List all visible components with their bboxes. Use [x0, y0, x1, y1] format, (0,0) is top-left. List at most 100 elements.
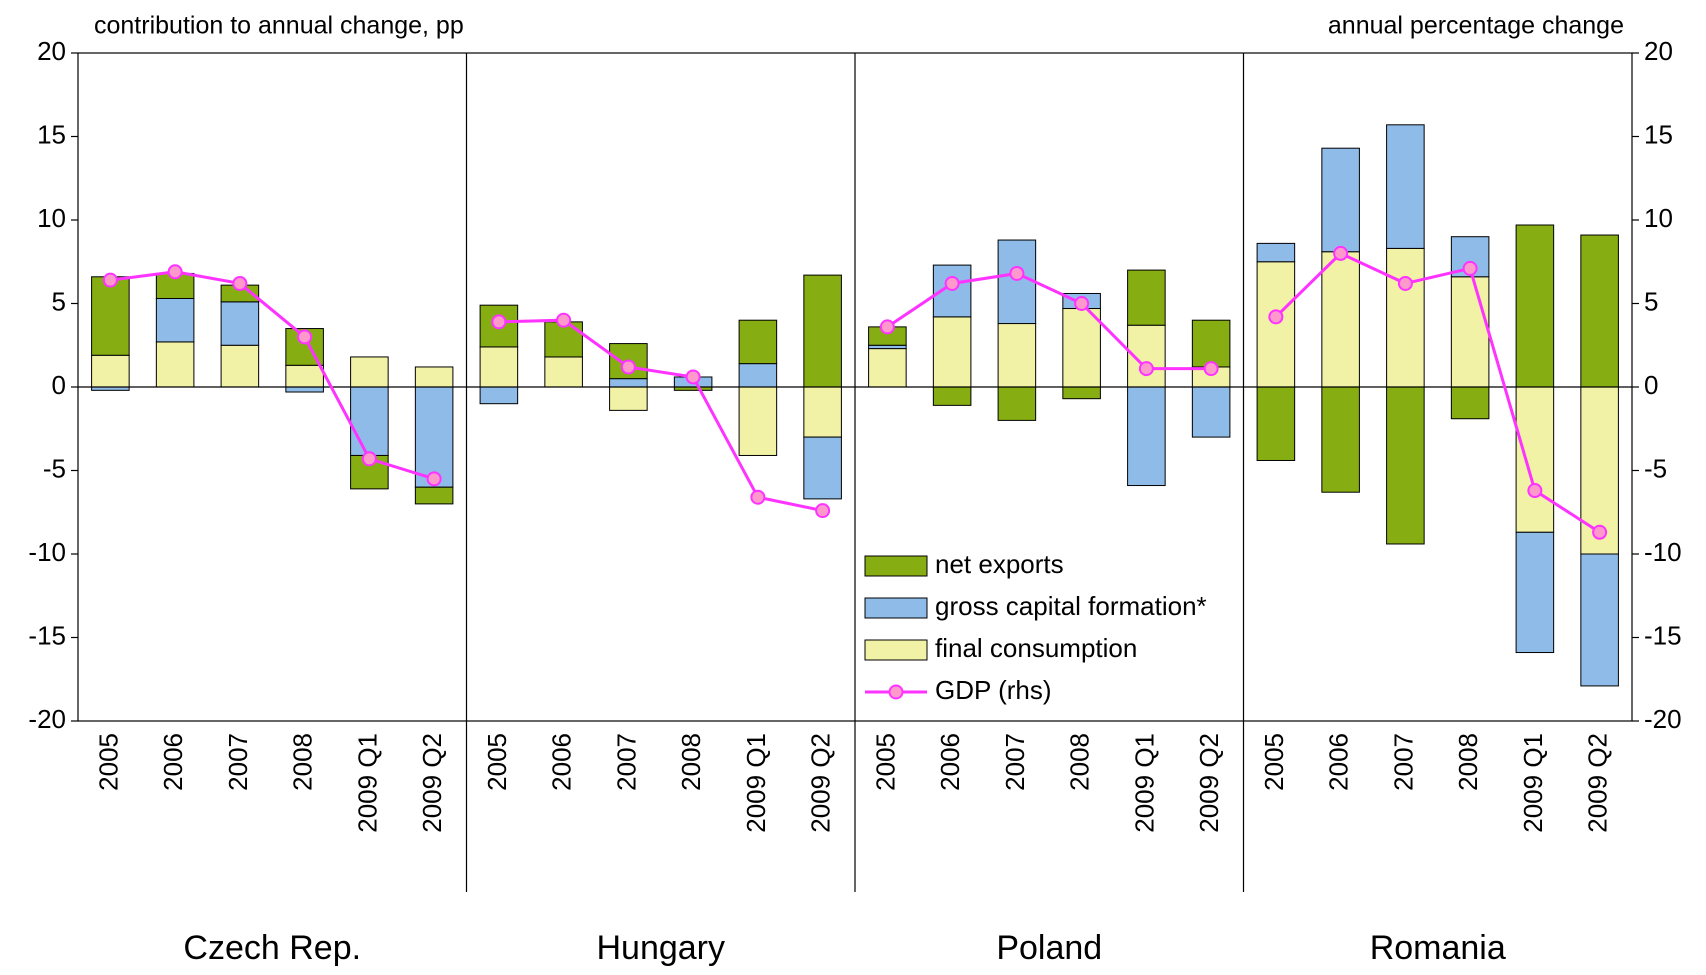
gdp-marker: [1527, 483, 1543, 499]
bar-segment: [285, 364, 324, 388]
bar-segment: [1256, 242, 1296, 263]
bar-segment: [91, 276, 130, 356]
bar-segment: [868, 344, 907, 350]
bar-segment: [803, 386, 842, 438]
gdp-marker: [1592, 524, 1608, 540]
bar-segment: [1321, 251, 1360, 388]
y2-tick-label: -5: [1644, 453, 1667, 483]
bar-segment: [1580, 553, 1619, 687]
x-tick-label: 2007: [1000, 733, 1030, 791]
bar-segment: [997, 239, 1037, 325]
bar-segment: [1515, 531, 1555, 654]
bar-segment: [997, 323, 1037, 388]
bar-segment: [1580, 234, 1619, 388]
bar-segment: [1386, 247, 1425, 388]
bar-segment: [1450, 276, 1490, 388]
x-tick-label: 2008: [676, 733, 706, 791]
bar-segment: [609, 378, 648, 388]
gdp-marker: [361, 451, 377, 467]
bar-segment: [1256, 261, 1296, 388]
y2-tick-label: -10: [1644, 537, 1682, 567]
bar-segment: [1191, 319, 1231, 368]
y2-axis-title: annual percentage change: [1328, 12, 1624, 40]
y2-tick-label: 0: [1644, 370, 1658, 400]
gdp-marker: [167, 264, 183, 280]
y-tick-label: 10: [37, 203, 66, 233]
x-tick-label: 2005: [93, 733, 123, 791]
y-tick-label: 5: [52, 286, 66, 316]
gdp-line: [1274, 251, 1601, 534]
x-tick-label: 2005: [870, 733, 900, 791]
gdp-marker: [685, 369, 701, 385]
bar-segment: [803, 436, 842, 500]
y-tick-label: -20: [28, 704, 66, 734]
x-tick-label: 2006: [1324, 733, 1354, 791]
bar-segment: [1062, 386, 1101, 400]
x-tick-label: 2009 Q2: [417, 733, 447, 833]
legend-label: gross capital formation*: [935, 591, 1207, 621]
y-axis-title: contribution to annual change, pp: [94, 12, 464, 40]
gdp-marker: [1333, 245, 1349, 261]
x-tick-label: 2008: [288, 733, 318, 791]
x-tick-label: 2005: [482, 733, 512, 791]
group-label: Poland: [996, 929, 1102, 967]
legend-swatch: [864, 597, 928, 619]
y2-tick-label: 15: [1644, 119, 1673, 149]
bar-segment: [1191, 386, 1231, 438]
bar-segment: [868, 348, 907, 388]
gdp-marker: [1203, 361, 1219, 377]
gdp-marker: [426, 471, 442, 487]
x-tick-label: 2009 Q1: [1518, 733, 1548, 833]
gdp-marker: [944, 275, 960, 291]
bar-segment: [1515, 386, 1555, 533]
bar-segment: [1062, 308, 1101, 388]
y2-tick-label: 10: [1644, 203, 1673, 233]
y-tick-label: -5: [43, 453, 66, 483]
x-tick-label: 2009 Q1: [352, 733, 382, 833]
x-tick-label: 2009 Q2: [1583, 733, 1613, 833]
bar-segment: [1127, 386, 1166, 487]
bar-segment: [479, 386, 519, 405]
gdp-marker: [1462, 260, 1478, 276]
gdp-marker: [1074, 296, 1090, 311]
y-tick-label: -10: [28, 537, 66, 567]
legend-label: final consumption: [935, 633, 1137, 663]
y-tick-label: 20: [37, 36, 66, 66]
bar-segment: [1386, 124, 1425, 249]
y2-tick-label: -15: [1644, 620, 1682, 650]
gdp-marker: [491, 314, 507, 330]
y2-tick-label: 20: [1644, 36, 1673, 66]
x-tick-label: 2009 Q2: [806, 733, 836, 833]
x-tick-label: 2007: [1388, 733, 1418, 791]
bar-segment: [738, 363, 778, 388]
bar-segment: [1127, 269, 1166, 326]
legend-swatch: [864, 639, 928, 661]
gdp-marker: [1138, 361, 1154, 377]
gdp-marker: [620, 359, 636, 375]
gdp-marker: [815, 503, 831, 519]
gdp-marker: [232, 275, 248, 291]
bar-segment: [220, 344, 260, 388]
x-tick-label: 2007: [223, 733, 253, 791]
x-tick-label: 2008: [1065, 733, 1095, 791]
gdp-marker: [1268, 309, 1284, 325]
bar-segment: [91, 354, 130, 388]
bar-segment: [932, 386, 972, 406]
gdp-marker: [556, 312, 572, 328]
x-tick-label: 2009 Q1: [1129, 733, 1159, 833]
gdp-line: [110, 270, 435, 481]
x-tick-label: 2008: [1453, 733, 1483, 791]
x-tick-label: 2009 Q1: [741, 733, 771, 833]
bar-segment: [932, 316, 972, 388]
group-label: Czech Rep.: [183, 929, 361, 967]
bar-segment: [285, 386, 324, 393]
legend-marker: [888, 684, 904, 700]
bar-segment: [220, 301, 260, 346]
gdp-marker: [1397, 275, 1413, 291]
y-tick-label: 0: [52, 370, 66, 400]
bar-segment: [155, 341, 195, 388]
gdp-line: [498, 318, 823, 513]
gdp-marker: [297, 329, 313, 345]
bar-segment: [350, 386, 389, 456]
bar-segment: [479, 346, 519, 388]
